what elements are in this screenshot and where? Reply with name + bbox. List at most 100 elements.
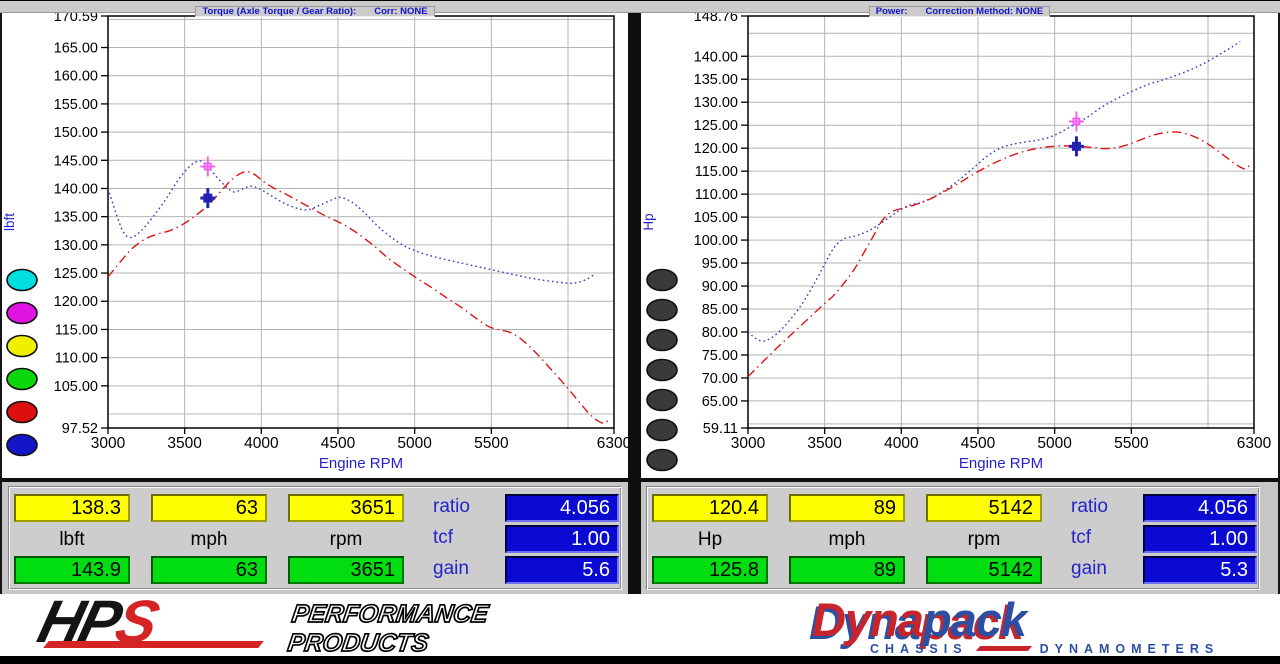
y-axis-title: Hp [641, 213, 656, 230]
gain-label: gain [1071, 558, 1107, 579]
red-dashdot-run-curve [747, 131, 1251, 378]
hps-tagline: PERFORMANCE PRODUCTS [285, 599, 491, 658]
power-readout-panel: 120.4 89 5142 Hp mph rpm 125.8 89 5142 r… [646, 486, 1260, 590]
rpm-cursor-value-box: 5142 [926, 494, 1042, 522]
gridlines [108, 16, 614, 428]
y-tick-label: 70.00 [702, 371, 738, 387]
y-tick-label: 75.00 [702, 348, 738, 364]
y-tick-label: 170.59 [54, 9, 98, 25]
rpm-cursor-value-box: 3651 [288, 494, 404, 522]
tcf-label: tcf [1071, 527, 1092, 548]
rpm-unit-label: rpm [329, 529, 363, 550]
x-tick-label: 4500 [961, 435, 996, 452]
x-tick-label: 4000 [884, 435, 919, 452]
x-tick-label: 5000 [397, 435, 432, 452]
magenta-cursor-marker[interactable] [1068, 111, 1084, 132]
x-tick-label: 5500 [1114, 435, 1149, 452]
x-tick-label: 3500 [807, 435, 842, 452]
y-tick-label: 90.00 [702, 279, 738, 295]
x-axis-title: Engine RPM [959, 455, 1043, 472]
dynapack-logo: Dynapack CHASSIS DYNAMOMETERS [812, 593, 1252, 656]
hps-logo: HPS PERFORMANCE PRODUCTS [28, 588, 498, 658]
x-tick-label: 6300 [1237, 435, 1272, 452]
y-tick-label: 59.11 [703, 421, 738, 437]
speed-cursor-value-box: 63 [151, 494, 267, 522]
channel-button-cyan[interactable] [6, 268, 38, 292]
ratio-label: ratio [433, 496, 470, 517]
window-left-edge [0, 0, 2, 594]
rpm-peak-value-box: 5142 [926, 556, 1042, 584]
y-tick-label: 160.00 [54, 69, 98, 85]
y-tick-label: 125.00 [54, 266, 98, 282]
y-tick-label: 130.00 [54, 238, 98, 254]
logo-band: HPS PERFORMANCE PRODUCTS Dynapack CHASSI… [0, 588, 1280, 658]
dynapack-tagline: CHASSIS DYNAMOMETERS [870, 642, 1220, 656]
channel-button-yellow[interactable] [6, 334, 38, 358]
y-tick-label: 140.00 [54, 181, 98, 197]
y-tick-label: 148.76 [694, 9, 738, 25]
rpm-peak-value-box: 3651 [288, 556, 404, 584]
y-tick-label: 115.00 [55, 322, 98, 338]
channel-button-inactive[interactable] [646, 388, 678, 412]
blue-cursor-marker[interactable] [200, 188, 216, 209]
y-axis-title: lbft [2, 213, 17, 231]
torque-title-cell: Torque (Axle Torque / Gear Ratio): Corr: … [2, 1, 628, 17]
speed-peak-value-box: 63 [151, 556, 267, 584]
speed-cursor-value-box: 89 [789, 494, 905, 522]
blue-dotted-run-curve [747, 41, 1241, 342]
speed-peak-value-box: 89 [789, 556, 905, 584]
ratio-field[interactable]: 4.056 [505, 494, 619, 522]
y-tick-label: 155.00 [54, 97, 98, 113]
gain-field[interactable]: 5.3 [1143, 556, 1257, 584]
y-tick-label: 150.00 [54, 125, 98, 141]
power-chart-title: Power: Correction Method: NONE [868, 6, 1051, 17]
tcf-field[interactable]: 1.00 [505, 525, 619, 553]
dynapack-wordmark: Dynapack [812, 593, 1027, 646]
y-tick-label: 80.00 [702, 325, 738, 341]
power-peak-value-box: 125.8 [652, 556, 768, 584]
channel-button-inactive[interactable] [646, 418, 678, 442]
ratio-field[interactable]: 4.056 [1143, 494, 1257, 522]
y-tick-label: 110.00 [55, 351, 98, 367]
x-tick-label: 4000 [244, 435, 279, 452]
dyno-charts-canvas: 3000 3500 4000 4500 5000 5500 6300 170.59 165.00… [2, 9, 1272, 472]
channel-button-inactive[interactable] [646, 448, 678, 472]
blue-cursor-marker[interactable] [1068, 136, 1084, 157]
cursor-center-square [1072, 117, 1081, 126]
cursor-center-square [203, 193, 213, 203]
speed-unit-label: mph [190, 529, 228, 550]
channel-button-magenta[interactable] [6, 301, 38, 325]
ratio-label: ratio [1071, 496, 1108, 517]
channel-button-green[interactable] [6, 367, 38, 391]
y-tick-label: 105.00 [694, 210, 738, 226]
channel-button-blue[interactable] [6, 433, 38, 457]
y-tick-label: 125.00 [694, 118, 738, 134]
x-tick-label: 4500 [321, 435, 356, 452]
gain-label: gain [433, 558, 469, 579]
y-tick-label: 95.00 [702, 256, 738, 272]
y-tick-label: 145.00 [54, 153, 98, 169]
y-tick-label: 140.00 [694, 49, 738, 65]
x-tick-label: 5500 [474, 435, 509, 452]
y-tick-label: 130.00 [694, 95, 738, 111]
torque-readout-panel: 138.3 63 3651 lbft mph rpm 143.9 63 3651… [8, 486, 622, 590]
power-unit-label: Hp [697, 529, 723, 550]
tcf-field[interactable]: 1.00 [1143, 525, 1257, 553]
channel-button-inactive[interactable] [646, 268, 678, 292]
red-dashdot-run-curve [107, 170, 610, 424]
magenta-cursor-marker[interactable] [200, 156, 216, 177]
rpm-unit-label: rpm [967, 529, 1001, 550]
x-axis-title: Engine RPM [319, 455, 403, 472]
torque-cursor-value-box: 138.3 [14, 494, 130, 522]
channel-button-inactive[interactable] [646, 328, 678, 352]
channel-button-inactive[interactable] [646, 298, 678, 322]
x-tick-label: 6300 [597, 435, 632, 452]
channel-button-inactive[interactable] [646, 358, 678, 382]
hps-underline-swoosh [43, 641, 264, 648]
y-tick-label: 97.52 [62, 421, 98, 437]
x-tick-label: 3000 [91, 435, 126, 452]
gain-field[interactable]: 5.6 [505, 556, 619, 584]
channel-button-red[interactable] [6, 400, 38, 424]
x-tick-label: 3500 [167, 435, 202, 452]
